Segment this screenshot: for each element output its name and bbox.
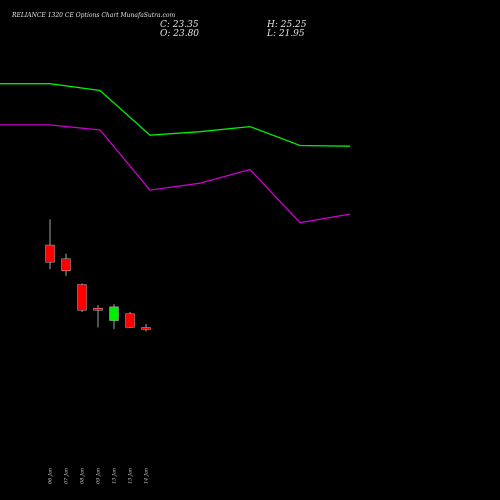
- candle-1: [45, 219, 55, 270]
- candles: [45, 219, 151, 332]
- high-value: H: 25.25: [267, 20, 307, 30]
- candle-2: [61, 253, 71, 276]
- x-tick-label: 08 Jan: [80, 468, 86, 484]
- candle-6: [125, 311, 135, 329]
- x-tick-label: 14 Jan: [144, 468, 150, 484]
- open-value: O: 23.80: [160, 29, 200, 39]
- overlay-line-1: [0, 83, 351, 147]
- candle-3: [77, 283, 87, 312]
- close-value: C: 23.35: [160, 20, 199, 30]
- overlay-line-2: [0, 124, 351, 224]
- candle-7: [141, 324, 151, 332]
- x-tick-label: 09 Jan: [96, 468, 102, 484]
- candle-4: [93, 305, 103, 328]
- candle-body: [61, 258, 71, 271]
- candle-body: [141, 327, 151, 330]
- low-value: L: 21.95: [267, 29, 305, 39]
- x-tick-label: 07 Jan: [64, 468, 70, 484]
- candle-body: [109, 306, 119, 321]
- overlay-lines: [0, 83, 351, 224]
- candle-body: [45, 244, 55, 263]
- candle-body: [77, 284, 87, 311]
- candle-body: [93, 308, 103, 311]
- x-tick-label: 06 Jan: [48, 468, 54, 484]
- x-axis-ticks: 06 Jan 07 Jan 08 Jan 09 Jan 13 Jan 13 Jan 14 J…: [48, 468, 150, 484]
- candle-body: [125, 313, 135, 328]
- chart-title: RELIANCE 1320 CE Options Chart MunafaSut…: [12, 12, 176, 19]
- x-tick-label: 13 Jan: [112, 468, 118, 484]
- candle-5: [109, 304, 119, 330]
- x-tick-label: 13 Jan: [128, 468, 134, 484]
